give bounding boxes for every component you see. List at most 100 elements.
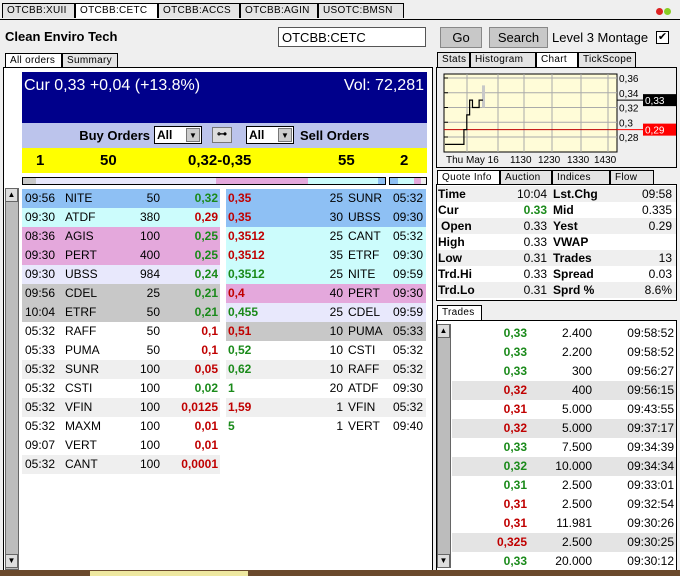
order-price: 1,59 bbox=[228, 400, 252, 414]
trade-row: 0,32 5.000 09:37:17 bbox=[452, 419, 676, 438]
order-book-scrollbar[interactable] bbox=[5, 188, 19, 570]
trade-time: 09:56:15 bbox=[627, 383, 674, 397]
tab-indices[interactable]: Indices bbox=[552, 170, 610, 185]
order-time: 05:32 bbox=[25, 381, 56, 395]
tab-otcbb-xuii[interactable]: OTCBB:XUII bbox=[2, 3, 75, 18]
level3-montage-checkbox[interactable]: ✔ bbox=[656, 31, 669, 44]
scroll-down-arrow-icon[interactable]: ▼ bbox=[437, 554, 450, 568]
scroll-up-arrow-icon[interactable]: ▲ bbox=[5, 188, 18, 202]
market-maker: SUNR bbox=[65, 362, 100, 376]
tab-otcbb-accs[interactable]: OTCBB:ACCS bbox=[158, 3, 240, 18]
bid-order-row[interactable]: 09:30 ATDF 380 0,29 bbox=[22, 208, 220, 227]
ask-order-row[interactable]: 0,35 30 UBSS 09:30 bbox=[226, 208, 426, 227]
ask-order-row[interactable]: 5 1 VERT 09:40 bbox=[226, 417, 426, 436]
bid-order-row[interactable]: 05:33 PUMA 50 0,1 bbox=[22, 341, 220, 360]
market-maker: SUNR bbox=[348, 191, 383, 205]
trade-time: 09:30:25 bbox=[627, 535, 674, 549]
bid-order-row[interactable]: 09:30 UBSS 984 0,24 bbox=[22, 265, 220, 284]
market-maker: ATDF bbox=[65, 210, 96, 224]
buy-filter-select[interactable]: All ▼ bbox=[154, 126, 202, 144]
bid-order-row[interactable]: 05:32 SUNR 100 0,05 bbox=[22, 360, 220, 379]
order-price: 0,24 bbox=[194, 267, 218, 281]
quote-row: Trd.Hi 0.33 Spread 0.03 bbox=[437, 266, 676, 282]
tab-histogram[interactable]: Histogram bbox=[470, 52, 536, 67]
order-price: 0,3512 bbox=[228, 267, 265, 281]
trade-time: 09:32:54 bbox=[627, 497, 674, 511]
taskbar-item[interactable] bbox=[90, 571, 248, 576]
order-size: 30 bbox=[329, 210, 343, 224]
bid-order-row[interactable]: 05:32 VFIN 100 0,0125 bbox=[22, 398, 220, 417]
trade-size: 11.981 bbox=[556, 516, 592, 530]
current-price-marker bbox=[643, 94, 676, 107]
quote-value: 0.33 bbox=[523, 219, 547, 233]
bid-order-row[interactable]: 09:56 CDEL 25 0,21 bbox=[22, 284, 220, 303]
y-tick-label: 0,28 bbox=[619, 133, 639, 144]
ask-order-row[interactable]: 0,3512 25 NITE 09:59 bbox=[226, 265, 426, 284]
quote-label: Trades bbox=[553, 251, 592, 265]
level3-montage-label: Level 3 Montage bbox=[552, 30, 649, 45]
tab-usotc-bmsn[interactable]: USOTC:BMSN bbox=[318, 3, 404, 18]
quote-label: Spread bbox=[553, 267, 594, 281]
ask-order-row[interactable]: 0,455 25 CDEL 09:59 bbox=[226, 303, 426, 322]
tab-stats[interactable]: Stats bbox=[437, 52, 470, 67]
link-icon[interactable]: ⊶ bbox=[212, 127, 232, 143]
ask-order-row[interactable]: 0,62 10 RAFF 05:32 bbox=[226, 360, 426, 379]
current-price-bar: Cur 0,33 +0,04 (+13.8%) Vol: 72,281 bbox=[22, 72, 427, 123]
trade-row: 0,31 2.500 09:33:01 bbox=[452, 476, 676, 495]
bid-order-row[interactable]: 09:07 VERT 100 0,01 bbox=[22, 436, 220, 455]
bid-order-row[interactable]: 05:32 CANT 100 0,0001 bbox=[22, 455, 220, 474]
ask-order-row[interactable]: 0,3512 25 CANT 05:32 bbox=[226, 227, 426, 246]
tab-auction[interactable]: Auction bbox=[500, 170, 552, 185]
go-button[interactable]: Go bbox=[440, 27, 482, 48]
order-size: 100 bbox=[139, 229, 160, 243]
order-time: 05:32 bbox=[25, 400, 56, 414]
tab-all-orders[interactable]: All orders bbox=[5, 53, 62, 68]
y-tick-label: 0,32 bbox=[619, 104, 639, 115]
tab-tickscope[interactable]: TickScope bbox=[578, 52, 636, 67]
order-time: 05:33 bbox=[392, 324, 423, 338]
sell-filter-select[interactable]: All ▼ bbox=[246, 126, 294, 144]
bid-order-row[interactable]: 09:30 PERT 400 0,25 bbox=[22, 246, 220, 265]
trade-size: 2.500 bbox=[561, 535, 592, 549]
ask-order-row[interactable]: 0,4 40 PERT 09:30 bbox=[226, 284, 426, 303]
tab-trades[interactable]: Trades bbox=[437, 305, 482, 320]
bid-order-row[interactable]: 05:32 CSTI 100 0,02 bbox=[22, 379, 220, 398]
tab-otcbb-cetc[interactable]: OTCBB:CETC bbox=[75, 3, 158, 18]
scroll-down-arrow-icon[interactable]: ▼ bbox=[5, 554, 18, 568]
bid-order-row[interactable]: 10:04 ETRF 50 0,21 bbox=[22, 303, 220, 322]
bid-order-row[interactable]: 08:36 AGIS 100 0,25 bbox=[22, 227, 220, 246]
tab-summary[interactable]: Summary bbox=[62, 53, 118, 68]
tab-quote-info[interactable]: Quote Info bbox=[437, 170, 500, 185]
ask-order-row[interactable]: 0,35 25 SUNR 05:32 bbox=[226, 189, 426, 208]
ask-order-row[interactable]: 1 20 ATDF 09:30 bbox=[226, 379, 426, 398]
ask-order-row[interactable]: 1,59 1 VFIN 05:32 bbox=[226, 398, 426, 417]
search-button[interactable]: Search bbox=[489, 27, 548, 48]
bid-order-row[interactable]: 09:56 NITE 50 0,32 bbox=[22, 189, 220, 208]
order-size: 100 bbox=[139, 400, 160, 414]
scroll-up-arrow-icon[interactable]: ▲ bbox=[437, 324, 450, 338]
tab-otcbb-agin[interactable]: OTCBB:AGIN bbox=[240, 3, 318, 18]
order-price: 0,52 bbox=[228, 343, 252, 357]
order-size: 400 bbox=[139, 248, 160, 262]
bid-order-row[interactable]: 05:32 RAFF 50 0,1 bbox=[22, 322, 220, 341]
bid-order-row[interactable]: 05:32 MAXM 100 0,01 bbox=[22, 417, 220, 436]
order-time: 09:30 bbox=[25, 210, 56, 224]
ask-order-row[interactable]: 0,51 10 PUMA 05:33 bbox=[226, 322, 426, 341]
tab-flow[interactable]: Flow bbox=[610, 170, 654, 185]
x-axis-label: Thu May 16 bbox=[446, 155, 499, 166]
trades-scrollbar[interactable] bbox=[437, 324, 451, 568]
order-time: 09:56 bbox=[25, 191, 56, 205]
symbol-input[interactable]: OTCBB:CETC bbox=[278, 27, 426, 47]
ask-order-row[interactable]: 0,3512 35 ETRF 09:30 bbox=[226, 246, 426, 265]
ask-order-row[interactable]: 0,52 10 CSTI 05:32 bbox=[226, 341, 426, 360]
market-maker: ETRF bbox=[348, 248, 380, 262]
trade-price: 0,32 bbox=[503, 421, 527, 435]
order-price: 0,32 bbox=[194, 191, 218, 205]
yesterday-price-marker bbox=[643, 123, 676, 136]
chevron-down-icon: ▼ bbox=[278, 128, 292, 142]
trade-time: 09:30:12 bbox=[627, 554, 674, 568]
bid-depth-bar bbox=[22, 177, 386, 185]
order-size: 984 bbox=[139, 267, 160, 281]
market-maker: CDEL bbox=[348, 305, 381, 319]
tab-chart[interactable]: Chart bbox=[536, 52, 578, 67]
